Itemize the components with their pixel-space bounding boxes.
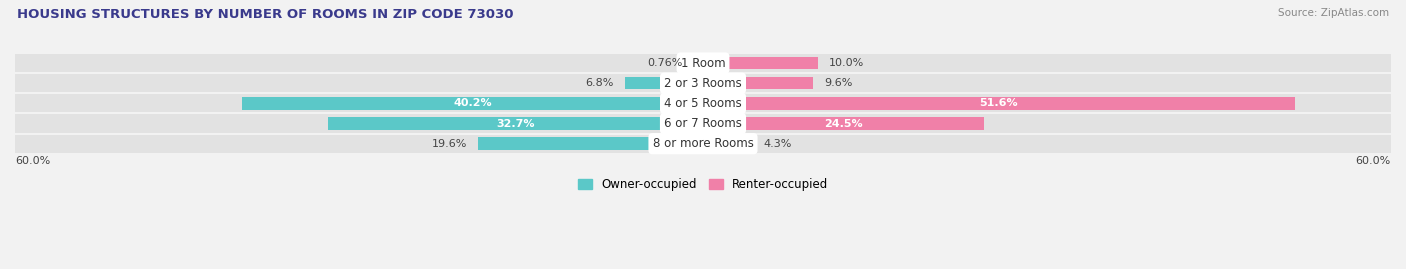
Bar xyxy=(695,57,703,69)
Bar xyxy=(15,74,1391,92)
Text: 19.6%: 19.6% xyxy=(432,139,467,149)
Text: 51.6%: 51.6% xyxy=(980,98,1018,108)
Bar xyxy=(15,114,1391,133)
Text: 1 Room: 1 Room xyxy=(681,56,725,70)
Bar xyxy=(15,54,1391,72)
Text: 32.7%: 32.7% xyxy=(496,119,534,129)
Bar xyxy=(703,57,818,69)
Text: Source: ZipAtlas.com: Source: ZipAtlas.com xyxy=(1278,8,1389,18)
Text: 4 or 5 Rooms: 4 or 5 Rooms xyxy=(664,97,742,110)
Text: 24.5%: 24.5% xyxy=(824,119,863,129)
Bar xyxy=(328,117,703,130)
Text: 2 or 3 Rooms: 2 or 3 Rooms xyxy=(664,77,742,90)
Legend: Owner-occupied, Renter-occupied: Owner-occupied, Renter-occupied xyxy=(572,173,834,196)
Text: 4.3%: 4.3% xyxy=(763,139,792,149)
Text: 10.0%: 10.0% xyxy=(830,58,865,68)
Bar xyxy=(703,117,984,130)
Bar xyxy=(15,134,1391,153)
Text: 0.76%: 0.76% xyxy=(647,58,683,68)
Bar xyxy=(703,137,752,150)
Bar xyxy=(242,97,703,109)
Text: 9.6%: 9.6% xyxy=(824,78,853,88)
Text: 6 or 7 Rooms: 6 or 7 Rooms xyxy=(664,117,742,130)
Text: 40.2%: 40.2% xyxy=(453,98,492,108)
Bar xyxy=(15,94,1391,112)
Text: 60.0%: 60.0% xyxy=(15,156,51,166)
Bar xyxy=(703,77,813,90)
Text: HOUSING STRUCTURES BY NUMBER OF ROOMS IN ZIP CODE 73030: HOUSING STRUCTURES BY NUMBER OF ROOMS IN… xyxy=(17,8,513,21)
Bar xyxy=(703,97,1295,109)
Text: 60.0%: 60.0% xyxy=(1355,156,1391,166)
Bar xyxy=(626,77,703,90)
Text: 6.8%: 6.8% xyxy=(585,78,613,88)
Bar xyxy=(478,137,703,150)
Text: 8 or more Rooms: 8 or more Rooms xyxy=(652,137,754,150)
